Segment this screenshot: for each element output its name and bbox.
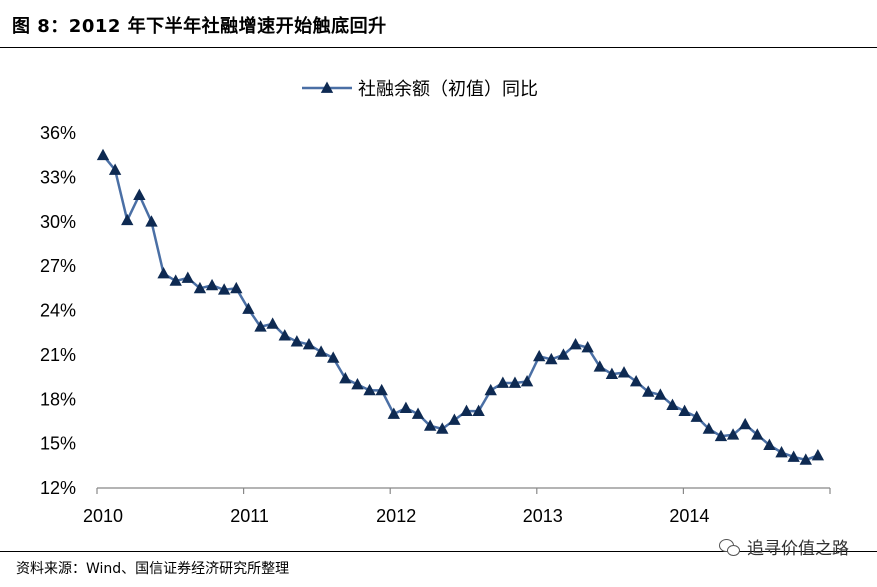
data-point	[448, 413, 461, 425]
data-point	[108, 163, 122, 175]
data-point	[145, 215, 158, 227]
data-point	[629, 375, 643, 387]
data-point	[702, 422, 716, 434]
data-point	[375, 383, 388, 396]
data-point	[569, 338, 582, 350]
data-point	[690, 410, 703, 422]
data-point	[411, 407, 425, 419]
y-tick-label: 12%	[40, 478, 76, 498]
data-point	[739, 417, 752, 430]
figure-footer: 资料来源：Wind、国信证券经济研究所整理	[0, 551, 877, 587]
data-point	[811, 448, 825, 461]
data-point	[205, 278, 219, 291]
data-point	[714, 429, 728, 442]
data-point	[327, 351, 340, 363]
data-point	[230, 281, 243, 294]
data-point	[581, 340, 594, 353]
data-point	[169, 274, 182, 286]
y-tick-label: 21%	[40, 345, 76, 365]
data-point	[496, 376, 510, 388]
data-point	[193, 281, 207, 294]
data-point	[726, 428, 740, 440]
figure-source: 资料来源：Wind、国信证券经济研究所整理	[16, 561, 290, 577]
data-point	[617, 366, 631, 378]
data-point	[787, 450, 800, 462]
y-tick-label: 15%	[40, 434, 76, 454]
data-point	[775, 446, 788, 458]
data-point	[290, 335, 304, 347]
data-point	[460, 404, 473, 416]
data-point	[266, 317, 279, 329]
y-tick-label: 24%	[40, 301, 76, 321]
data-point	[242, 302, 255, 314]
data-point	[302, 338, 316, 350]
y-tick-label: 33%	[40, 167, 76, 187]
data-point	[96, 148, 110, 161]
data-point	[436, 422, 449, 434]
y-tick-label: 36%	[40, 123, 76, 143]
data-point	[666, 398, 679, 411]
data-point	[751, 428, 764, 440]
data-point	[423, 419, 437, 431]
data-point	[217, 283, 231, 295]
x-tick-label: 2011	[230, 506, 269, 526]
data-point	[545, 352, 558, 365]
data-point	[472, 404, 485, 416]
y-tick-label: 30%	[40, 212, 76, 232]
data-point	[508, 376, 522, 388]
x-tick-label: 2014	[669, 506, 709, 526]
series-line	[102, 154, 819, 462]
data-point	[399, 401, 413, 413]
y-tick-label: 27%	[40, 256, 76, 276]
watermark-text: 追寻价值之路	[747, 539, 849, 559]
data-point	[387, 407, 400, 419]
data-point	[351, 377, 364, 390]
data-point	[605, 367, 619, 379]
data-point	[254, 320, 267, 332]
data-point	[520, 375, 534, 387]
x-tick-label: 2010	[83, 506, 123, 526]
figure-header: 图 8：2012 年下半年社融增速开始触底回升	[0, 0, 877, 48]
data-point	[339, 372, 352, 384]
legend-marker	[320, 81, 334, 93]
x-tick-label: 2013	[523, 506, 563, 526]
data-point	[642, 385, 655, 397]
data-point	[363, 383, 376, 396]
data-point	[181, 271, 194, 283]
watermark: 追寻价值之路	[719, 534, 849, 559]
x-tick-label: 2012	[376, 506, 416, 526]
data-point	[121, 213, 134, 226]
data-point	[654, 388, 667, 400]
data-point	[314, 345, 328, 357]
wechat-icon	[719, 538, 741, 556]
data-point	[557, 348, 570, 360]
data-point	[678, 404, 691, 416]
y-tick-label: 18%	[40, 389, 76, 409]
data-point	[799, 453, 812, 465]
data-point	[763, 438, 776, 450]
data-point	[157, 267, 170, 279]
data-point	[593, 360, 606, 372]
legend-label: 社融余额（初值）同比	[358, 79, 538, 100]
data-point	[133, 188, 146, 200]
data-point	[533, 349, 546, 362]
figure-title: 图 8：2012 年下半年社融增速开始触底回升	[12, 16, 387, 37]
data-point	[278, 329, 291, 341]
data-point	[484, 383, 497, 396]
